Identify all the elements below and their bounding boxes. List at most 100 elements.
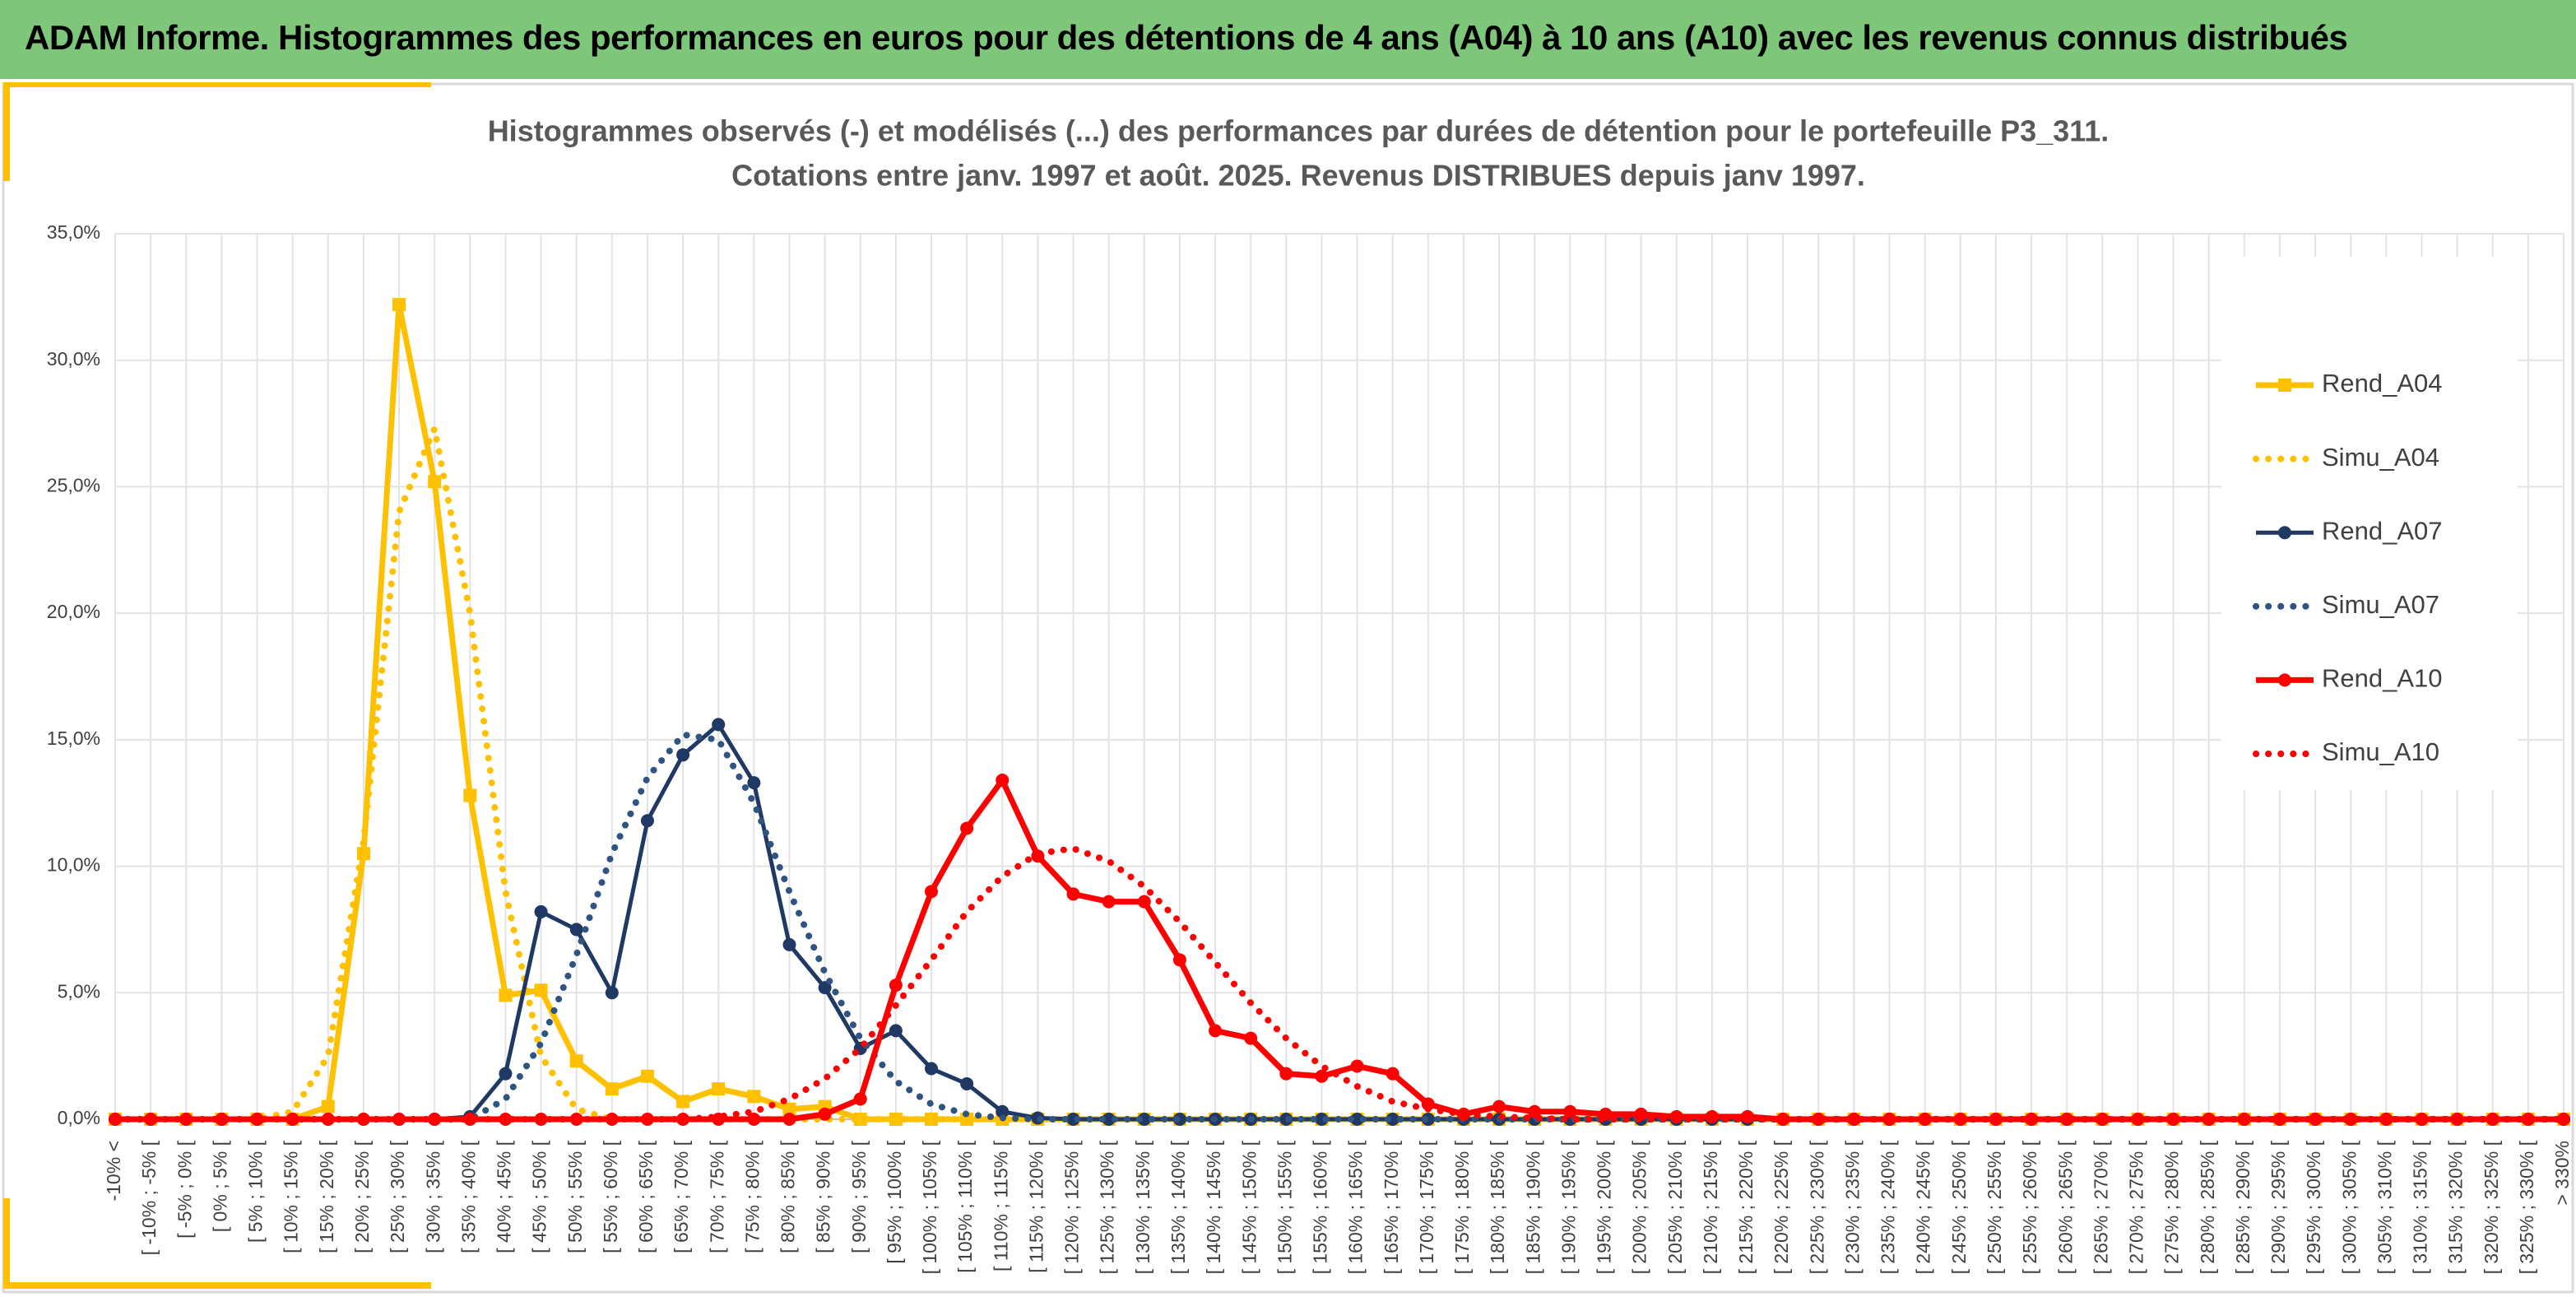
x-tick-label: [ 230% ; 235% [ [1841, 1140, 1863, 1274]
data-marker [747, 1090, 761, 1104]
x-tick-label: [ 5% ; 10% [ [245, 1140, 267, 1243]
data-marker [1066, 1113, 1080, 1126]
x-tick-label: [ 10% ; 15% [ [281, 1140, 302, 1253]
x-tick-label: [ 300% ; 305% [ [2338, 1140, 2360, 1274]
chart-subtitle: Cotations entre janv. 1997 et août. 2025… [731, 159, 1865, 193]
x-tick-label: [ 135% ; 140% [ [1167, 1140, 1189, 1274]
x-tick-label: [ 25% ; 30% [ [387, 1140, 408, 1253]
x-tick-label: [ 170% ; 175% [ [1416, 1140, 1437, 1274]
data-marker [534, 983, 548, 997]
data-marker [2344, 1113, 2358, 1126]
page-title: ADAM Informe. Histogrammes des performan… [25, 18, 2348, 57]
x-tick-label: [ -5% ; 0% [ [174, 1140, 195, 1238]
y-tick-label: 5,0% [58, 980, 100, 1002]
data-marker [676, 748, 690, 762]
x-tick-label: [ 0% ; 5% [ [209, 1140, 230, 1232]
data-marker [1812, 1113, 1826, 1126]
series-line [112, 844, 2567, 1123]
legend-label: Rend_A04 [2322, 369, 2443, 397]
data-marker [2557, 1113, 2570, 1126]
data-marker [2025, 1113, 2039, 1126]
y-tick-label: 20,0% [47, 601, 100, 622]
legend-marker [2278, 379, 2291, 392]
x-tick-label: [ 240% ; 245% [ [1913, 1140, 1934, 1274]
data-marker [925, 1062, 938, 1076]
data-marker [1847, 1113, 1861, 1126]
data-marker [747, 1113, 761, 1126]
data-marker [392, 298, 406, 312]
legend-marker [2278, 526, 2291, 540]
x-tick-label: > 330% [2551, 1141, 2573, 1206]
data-marker [569, 1054, 583, 1068]
data-marker [1102, 1113, 1116, 1126]
data-marker [676, 1095, 690, 1109]
x-tick-label: [ 280% ; 285% [ [2197, 1140, 2218, 1274]
data-marker [782, 937, 796, 951]
data-marker [499, 1113, 513, 1126]
data-marker [640, 814, 654, 828]
chart: -10% < [ -10% ; -5% [[ -5% ; 0% [[ 0% ; 5… [2, 82, 2574, 1294]
x-tick-label: [ 30% ; 35% [ [422, 1140, 443, 1253]
x-tick-label: [ 20% ; 25% [ [351, 1140, 373, 1253]
data-marker [818, 1107, 832, 1121]
accent [3, 82, 431, 87]
legend-label: Rend_A07 [2322, 516, 2443, 545]
x-tick-label: [ 325% ; 330% [ [2516, 1140, 2537, 1274]
x-tick-label: [ 15% ; 20% [ [316, 1140, 337, 1253]
x-tick-label: [ 40% ; 45% [ [494, 1140, 515, 1253]
x-tick-label: [ 260% ; 265% [ [2054, 1140, 2076, 1274]
legend-label: Simu_A10 [2322, 737, 2439, 766]
accent [3, 1198, 10, 1289]
data-marker [2485, 1113, 2499, 1126]
x-tick-label: [ 200% ; 205% [ [1629, 1140, 1650, 1274]
data-marker [925, 885, 938, 899]
x-tick-label: [ 290% ; 295% [ [2267, 1140, 2289, 1274]
x-tick-label: [ 210% ; 215% [ [1700, 1140, 1721, 1274]
accent [3, 82, 10, 181]
x-tick-label: [ 105% ; 110% [ [954, 1140, 976, 1272]
data-marker [1066, 887, 1080, 901]
data-marker [2521, 1113, 2535, 1126]
data-marker [499, 1067, 513, 1081]
data-marker [605, 1082, 619, 1096]
legend-label: Simu_A04 [2322, 443, 2439, 472]
x-tick-label: [ 95% ; 100% [ [884, 1140, 905, 1263]
data-marker [1492, 1099, 1506, 1113]
x-tick-label: [ 270% ; 275% [ [2126, 1140, 2147, 1274]
data-marker [712, 1082, 726, 1096]
x-tick-label: [ 295% ; 300% [ [2303, 1140, 2324, 1274]
data-marker [463, 1113, 477, 1126]
x-tick-label: [ 320% ; 325% [ [2481, 1140, 2502, 1274]
x-tick-label: [ 120% ; 125% [ [1061, 1140, 1083, 1274]
x-tick-label: [ 115% ; 120% [ [1025, 1140, 1047, 1272]
x-tick-label: [ 180% ; 185% [ [1487, 1140, 1508, 1274]
data-marker [179, 1113, 193, 1126]
x-tick-label: -10% < [103, 1141, 124, 1202]
data-marker [996, 774, 1010, 788]
x-tick-label: [ 165% ; 170% [ [1381, 1140, 1402, 1274]
data-marker [1315, 1069, 1329, 1083]
data-marker [747, 776, 761, 790]
data-marker [534, 904, 548, 918]
y-tick-label: 25,0% [47, 475, 100, 496]
x-tick-label: [ 305% ; 310% [ [2374, 1140, 2395, 1274]
legend [2221, 257, 2518, 790]
x-tick-label: [ 315% ; 320% [ [2445, 1140, 2467, 1274]
x-tick-label: [ 185% ; 190% [ [1522, 1140, 1543, 1274]
x-tick-label: [ 265% ; 270% [ [2090, 1140, 2111, 1274]
y-tick-label: 15,0% [47, 728, 100, 749]
data-marker [215, 1113, 229, 1126]
x-tick-label: [ 35% ; 40% [ [457, 1140, 479, 1253]
data-marker [818, 981, 832, 995]
x-tick-label: [ 85% ; 90% [ [813, 1140, 834, 1253]
data-marker [250, 1113, 264, 1126]
x-tick-label: [ 250% ; 255% [ [1984, 1140, 2005, 1274]
x-tick-label: [ 90% ; 95% [ [848, 1140, 870, 1253]
data-marker [889, 979, 903, 993]
x-tick-label: [ 140% ; 145% [ [1203, 1140, 1224, 1274]
data-marker [1279, 1067, 1293, 1081]
data-marker [499, 988, 513, 1002]
x-tick-label: [ 145% ; 150% [ [1238, 1140, 1260, 1274]
data-marker [1776, 1113, 1790, 1126]
x-tick-label: [ 80% ; 85% [ [777, 1140, 799, 1253]
